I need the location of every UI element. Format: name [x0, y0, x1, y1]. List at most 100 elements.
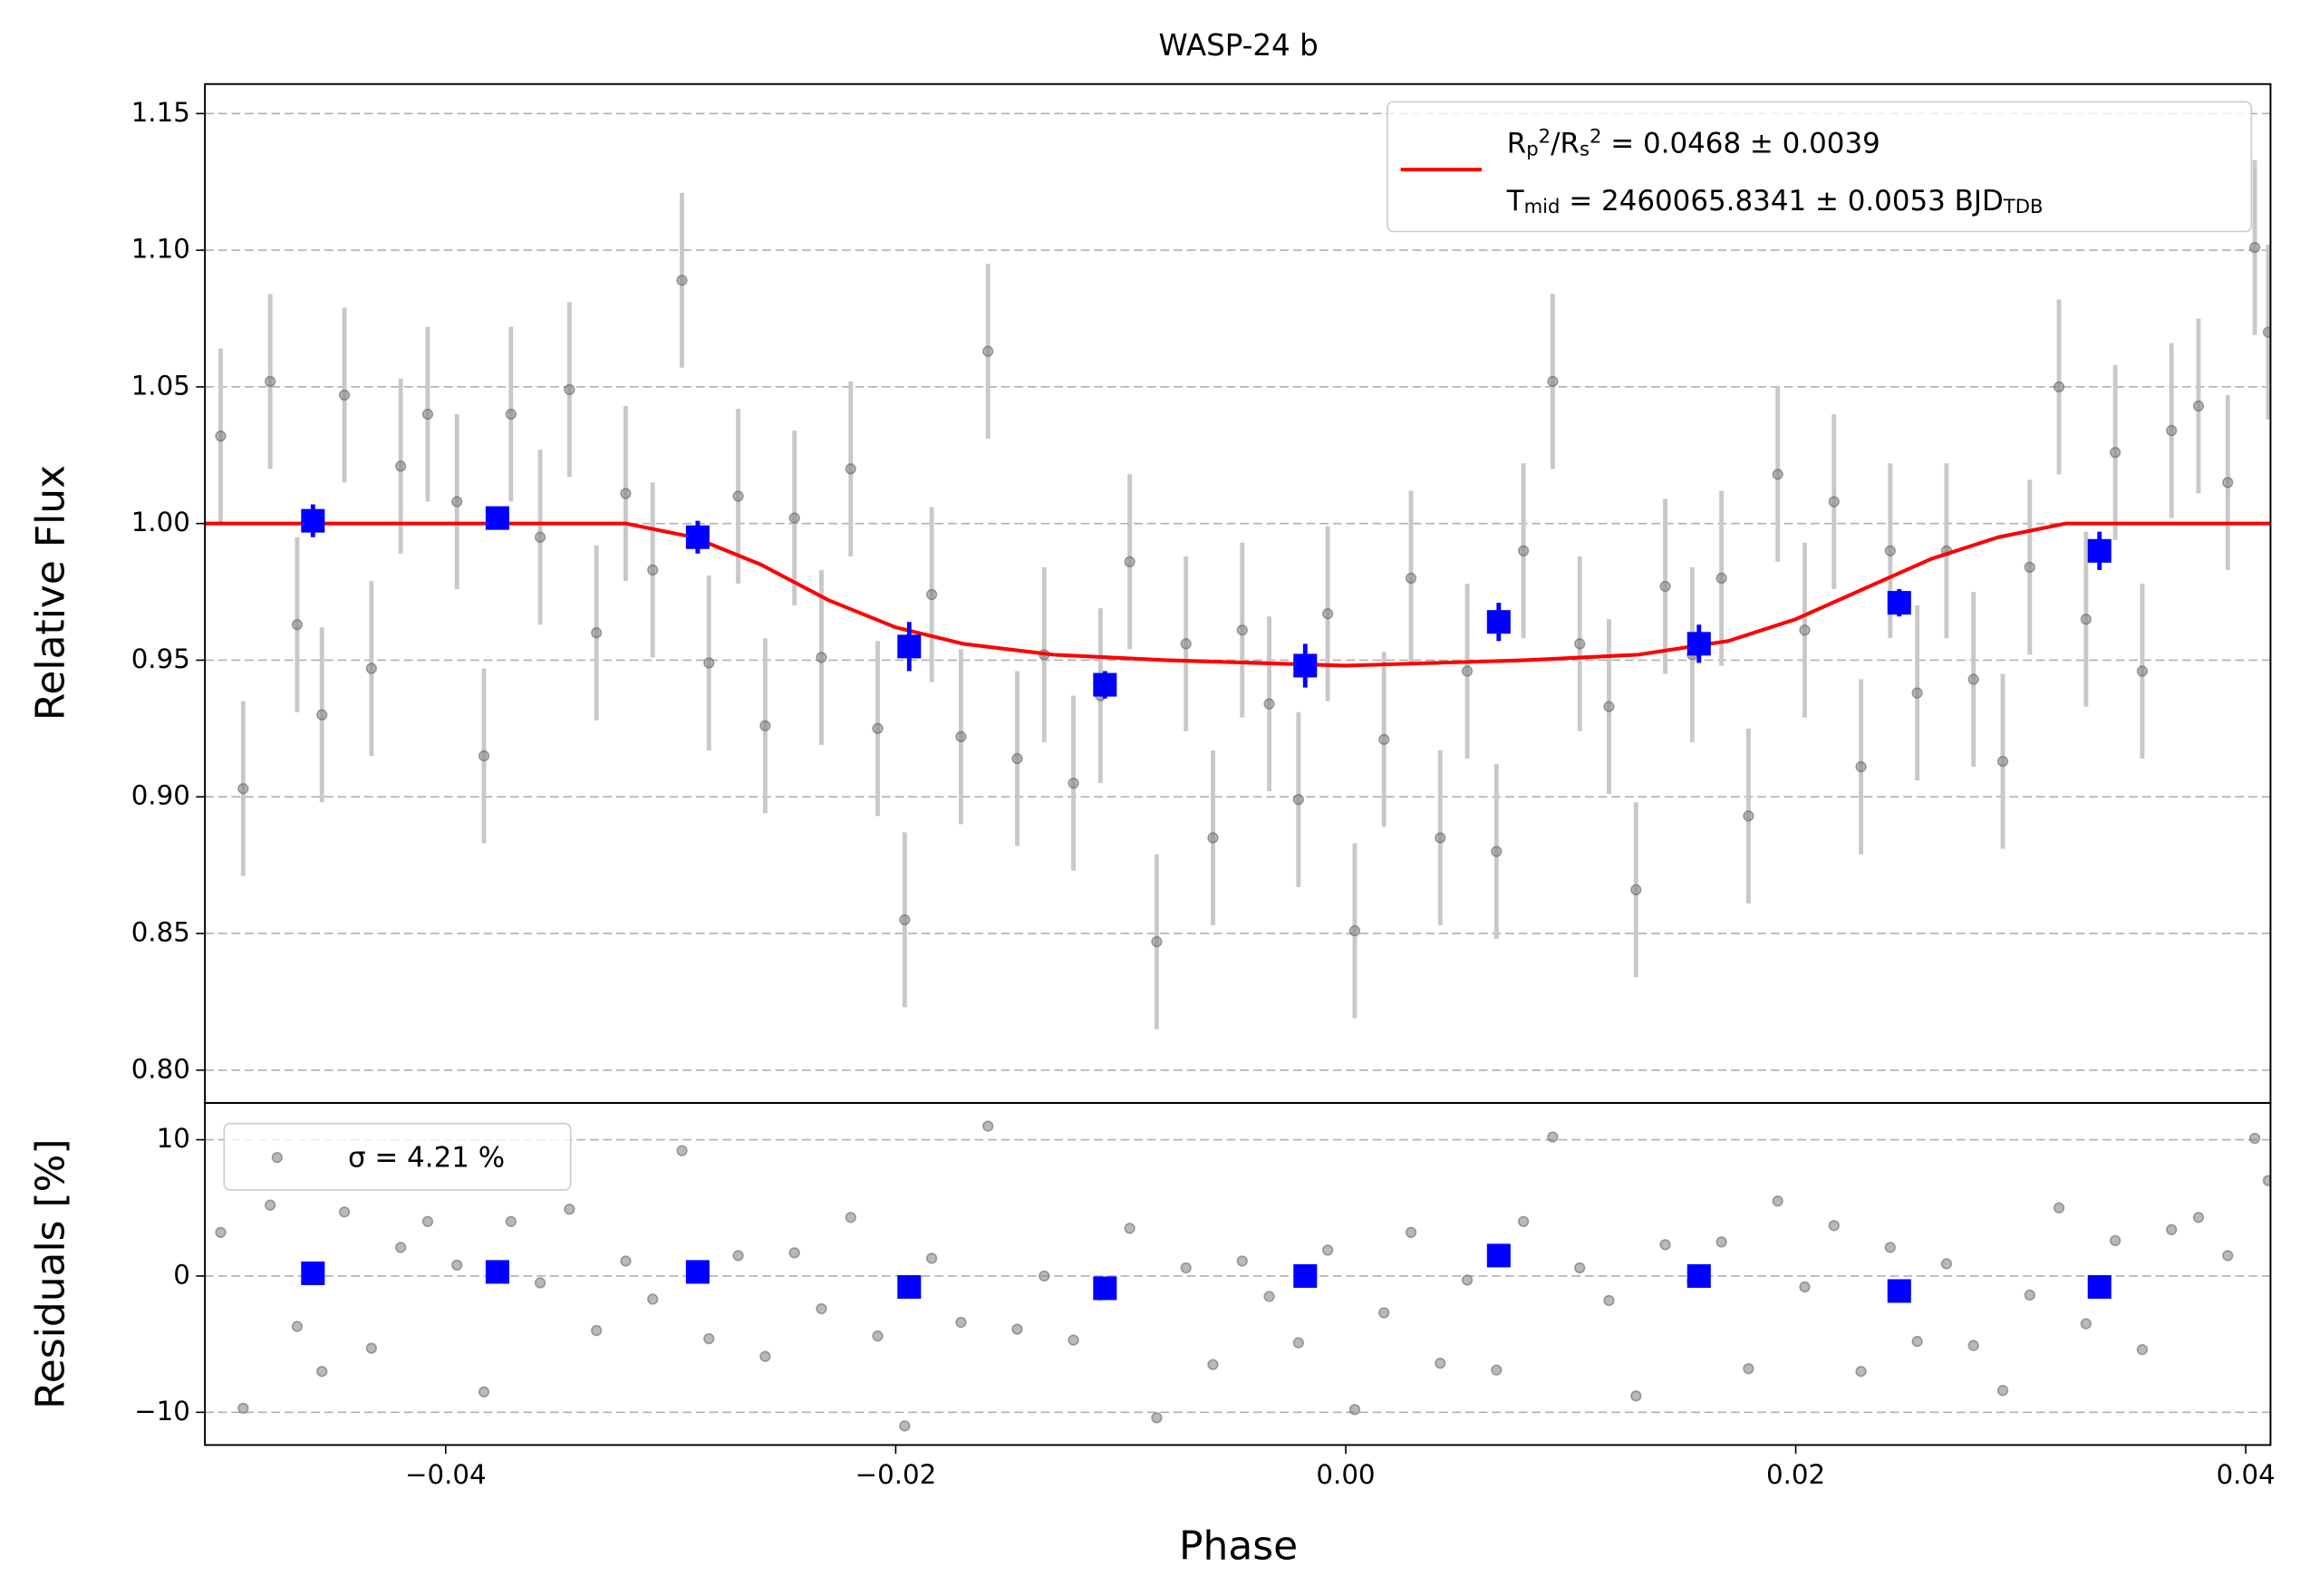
data-point [1435, 1357, 1446, 1369]
data-point [1039, 1270, 1050, 1282]
data-point [1996, 1385, 2009, 1397]
data-point [1321, 1244, 1334, 1256]
binned-point [1887, 591, 1911, 615]
data-point [925, 1253, 938, 1264]
data-point [1151, 935, 1163, 948]
data-point [1828, 496, 1840, 508]
data-point [478, 750, 490, 762]
y-tick-label: 0.80 [131, 1053, 190, 1084]
data-point [338, 1206, 351, 1218]
data-point [564, 1204, 575, 1215]
data-point [1011, 752, 1023, 765]
data-point [2262, 1175, 2271, 1186]
data-point [816, 1302, 827, 1315]
data-point [759, 720, 771, 731]
legend-label: Tmid = 2460065.8341 ± 0.0053 BJDTDB [1506, 184, 2044, 218]
data-point [1743, 810, 1754, 822]
data-point [1603, 701, 1615, 712]
data-point [365, 663, 378, 674]
y-tick-label: 1.00 [131, 507, 190, 537]
data-point [590, 1324, 603, 1337]
data-point [1491, 846, 1503, 857]
data-point [1124, 1223, 1136, 1234]
data-point [1743, 1363, 1754, 1375]
legend-marker [271, 1151, 284, 1164]
plot-area [215, 1120, 2271, 1432]
data-point [1292, 794, 1305, 806]
data-point [505, 1215, 517, 1227]
data-point [1574, 638, 1586, 650]
data-point [1263, 698, 1275, 710]
data-point [1068, 1334, 1079, 1346]
data-point [451, 1259, 463, 1272]
binned-point [1887, 1279, 1911, 1303]
plot-area [205, 160, 2271, 1030]
data-point [2166, 1224, 2178, 1235]
data-point [899, 1420, 911, 1432]
data-point [703, 657, 715, 669]
data-point [1207, 832, 1219, 844]
data-point [1348, 1404, 1361, 1416]
legend-label-part: TDB [2003, 195, 2044, 218]
data-point [478, 1386, 490, 1398]
data-point [1547, 1131, 1559, 1143]
data-point [1772, 469, 1783, 480]
data-point [845, 1212, 856, 1224]
y-tick-label: 1.05 [131, 370, 190, 401]
data-point [2166, 424, 2178, 437]
binned-point [301, 508, 325, 533]
data-point [1461, 665, 1474, 677]
binned-point [301, 1261, 325, 1285]
data-point [1659, 580, 1671, 593]
binned-point [1093, 672, 1117, 697]
data-point [2262, 326, 2271, 338]
data-point [316, 1366, 328, 1378]
data-point [1828, 1220, 1840, 1232]
data-point [676, 275, 688, 286]
data-point [338, 389, 351, 401]
data-point [1547, 375, 1559, 388]
data-point [1967, 1340, 1979, 1351]
data-point [816, 652, 827, 663]
x-axis-label: Phase [1179, 1523, 1298, 1569]
data-point [1630, 884, 1642, 895]
data-point [1884, 1242, 1897, 1253]
binned-point [1293, 653, 1318, 678]
data-point [1207, 1359, 1219, 1370]
data-point [394, 460, 407, 472]
binned-point [685, 525, 710, 549]
y-axis-label: Residuals [%] [28, 1139, 74, 1409]
data-point [2024, 1289, 2035, 1301]
x-tick-label: 0.04 [2217, 1459, 2276, 1490]
data-point [955, 730, 967, 743]
data-point [1715, 572, 1727, 585]
data-point [2136, 665, 2149, 677]
data-point [2192, 1212, 2205, 1224]
legend-label-part: = 2460065.8341 ± 0.0053 BJD [1560, 184, 2003, 217]
data-point [421, 408, 434, 421]
data-point [2248, 241, 2261, 254]
legend-label: Rp2/Rs2 = 0.0468 ± 0.0039 [1507, 124, 1880, 160]
data-point [2248, 1132, 2261, 1145]
data-point [2222, 477, 2234, 488]
data-point [788, 512, 800, 524]
data-point [2192, 400, 2205, 412]
data-point [647, 1293, 659, 1305]
data-point [564, 383, 575, 396]
data-point [732, 490, 744, 502]
data-point [1461, 1274, 1474, 1286]
x-tick-label: 0.00 [1316, 1459, 1375, 1490]
data-point [872, 722, 884, 734]
data-point [1151, 1412, 1163, 1424]
data-point [1378, 1307, 1390, 1319]
data-point [365, 1342, 378, 1354]
legend-box [223, 1122, 572, 1191]
binned-point [2087, 1274, 2112, 1299]
data-point [676, 1145, 688, 1156]
y-tick-label: 0.90 [131, 780, 190, 811]
model-curve [205, 521, 2271, 668]
data-point [1236, 1255, 1248, 1267]
data-point [925, 588, 938, 601]
